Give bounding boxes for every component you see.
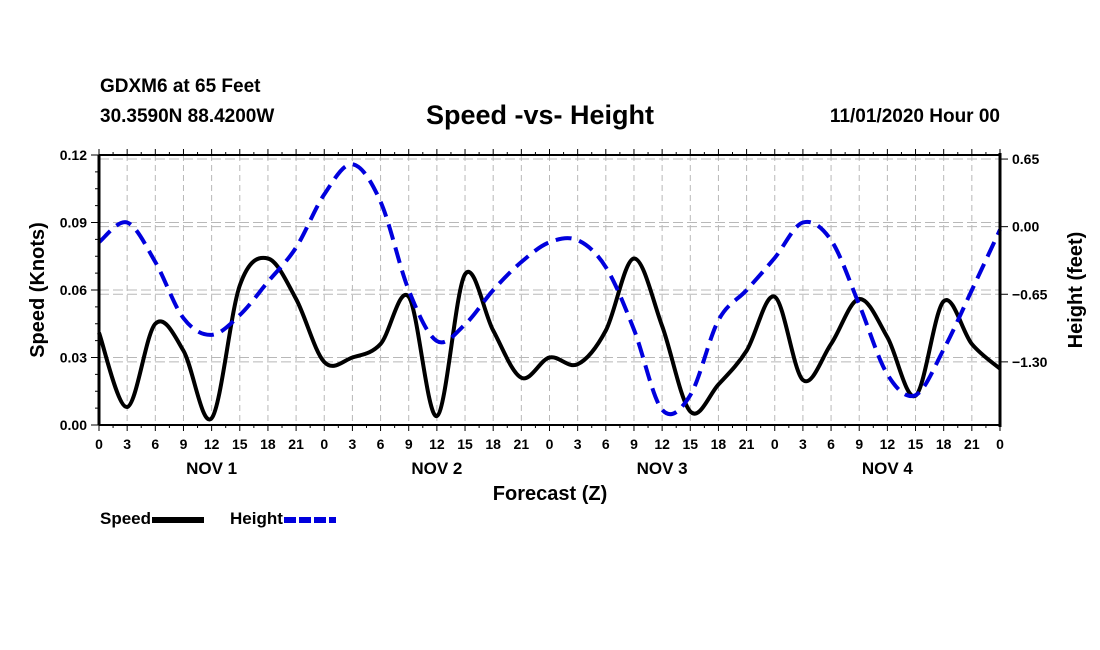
y-tick-label: 0.06 bbox=[60, 282, 87, 298]
x-tick-label: 9 bbox=[630, 436, 638, 452]
legend-speed: Speed bbox=[100, 509, 205, 529]
x-tick-label: 18 bbox=[936, 436, 952, 452]
y2-tick-label: −0.65 bbox=[1012, 286, 1048, 302]
x-tick-label: 3 bbox=[123, 436, 131, 452]
x-tick-label: 3 bbox=[349, 436, 357, 452]
x-tick-label: 12 bbox=[429, 436, 445, 452]
x-tick-label: 9 bbox=[855, 436, 863, 452]
x-tick-label: 12 bbox=[204, 436, 220, 452]
day-label: NOV 1 bbox=[186, 459, 237, 478]
series-layer bbox=[97, 162, 1002, 422]
x-tick-label: 9 bbox=[405, 436, 413, 452]
x-tick-label: 3 bbox=[574, 436, 582, 452]
x-tick-label: 3 bbox=[799, 436, 807, 452]
day-label: NOV 2 bbox=[411, 459, 462, 478]
grid bbox=[99, 154, 1000, 426]
x-tick-label: 6 bbox=[377, 436, 385, 452]
axes: 0 3 6 9 12 15 18 21 0 3 6 9 12 15 18 21 0 3 6 9 12 15 18 21 0 3 6 9… bbox=[60, 147, 1048, 478]
day-label: NOV 4 bbox=[862, 459, 914, 478]
y2-tick-label: −1.30 bbox=[1012, 354, 1048, 370]
legend-height-label: Height bbox=[230, 509, 283, 528]
x-tick-label: 12 bbox=[880, 436, 896, 452]
x-tick-label: 6 bbox=[151, 436, 159, 452]
x-tick-label: 18 bbox=[711, 436, 727, 452]
x-tick-label: 21 bbox=[739, 436, 755, 452]
x-tick-label: 0 bbox=[546, 436, 554, 452]
y2-tick-label: 0.00 bbox=[1012, 219, 1039, 235]
y-axis-label: Speed (Knots) bbox=[27, 222, 49, 358]
chart-title: Speed -vs- Height bbox=[426, 100, 655, 130]
x-tick-label: 0 bbox=[771, 436, 779, 452]
x-tick-label: 21 bbox=[514, 436, 530, 452]
legend-height-swatch bbox=[283, 516, 336, 523]
y-tick-label: 0.12 bbox=[60, 147, 87, 163]
x-tick-label: 15 bbox=[457, 436, 473, 452]
legend-height: Height bbox=[230, 509, 336, 529]
x-tick-label: 18 bbox=[485, 436, 501, 452]
x-tick-label: 12 bbox=[654, 436, 670, 452]
x-tick-label: 15 bbox=[232, 436, 248, 452]
station-label: GDXM6 at 65 Feet bbox=[100, 76, 261, 97]
series-line-speed bbox=[97, 255, 1002, 422]
x-axis-label: Forecast (Z) bbox=[493, 483, 607, 505]
y-tick-label: 0.03 bbox=[60, 350, 87, 366]
x-tick-label: 0 bbox=[95, 436, 103, 452]
day-label: NOV 3 bbox=[637, 459, 688, 478]
x-tick-label: 21 bbox=[964, 436, 980, 452]
series-line-height bbox=[97, 162, 1002, 417]
x-tick-label: 6 bbox=[827, 436, 835, 452]
x-tick-label: 6 bbox=[602, 436, 610, 452]
coordinates-label: 30.3590N 88.4200W bbox=[100, 106, 275, 127]
datestamp-label: 11/01/2020 Hour 00 bbox=[829, 106, 1000, 127]
x-tick-label: 21 bbox=[288, 436, 304, 452]
x-tick-label: 9 bbox=[180, 436, 188, 452]
x-tick-label: 0 bbox=[996, 436, 1004, 452]
y-tick-label: 0.09 bbox=[60, 215, 87, 231]
x-tick-label: 18 bbox=[260, 436, 276, 452]
y-tick-label: 0.00 bbox=[60, 417, 87, 433]
legend-speed-label: Speed bbox=[100, 509, 152, 528]
x-tick-label: 15 bbox=[908, 436, 924, 452]
y2-tick-label: 0.65 bbox=[1012, 151, 1039, 167]
x-tick-label: 15 bbox=[682, 436, 698, 452]
legend-speed-swatch bbox=[152, 516, 205, 523]
y2-axis-label: Height (feet) bbox=[1065, 232, 1087, 349]
x-tick-label: 0 bbox=[320, 436, 328, 452]
